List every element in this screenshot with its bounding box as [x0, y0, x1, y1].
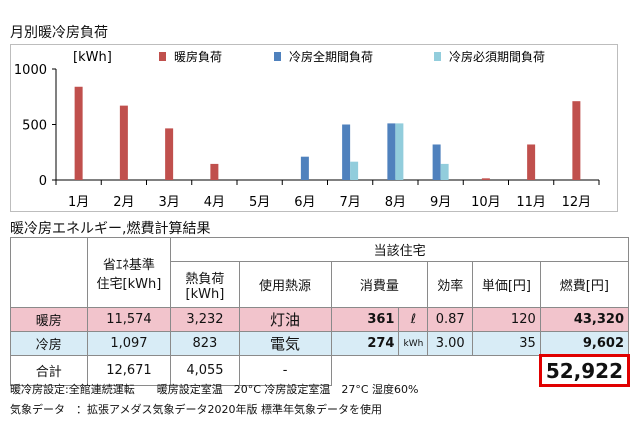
bar: [210, 163, 219, 180]
consumption-value: 361: [330, 307, 400, 332]
source-header: 使用熱源: [238, 261, 332, 308]
x-tick-label: 8月: [385, 195, 406, 210]
x-tick-label: 2月: [113, 195, 134, 210]
std-value: 11,574: [86, 307, 172, 332]
y-tick-label: 500: [22, 119, 47, 134]
table-row-cooling: 冷房 1,097 823 電気 274 kWh 3.00 35 9,602: [10, 331, 630, 356]
bar: [572, 101, 581, 180]
bar: [440, 163, 449, 180]
current-house-header: 当該住宅: [170, 237, 629, 262]
x-tick-label: 9月: [430, 195, 451, 210]
x-tick-label: 7月: [339, 195, 360, 210]
std-header-line2: 住宅[kWh]: [96, 276, 162, 292]
bar: [165, 128, 174, 180]
legend-label: 冷房必須期間負荷: [449, 49, 545, 64]
source-value: 電気: [238, 331, 332, 356]
unit-price-header: 単価[円]: [472, 261, 541, 308]
table-row-heating: 暖房 11,574 3,232 灯油 361 ℓ 0.87 120 43,320: [10, 307, 630, 332]
total-fuel-cost: 52,922: [538, 354, 630, 387]
footnote-settings: 暖冷房設定:全館連続運転 暖房設定室温 20°C 冷房設定室温 27°C 湿度6…: [10, 383, 419, 396]
consumption-value: 274: [330, 331, 400, 356]
x-tick-label: 5月: [249, 195, 270, 210]
legend-swatch: [434, 52, 441, 61]
x-tick-label: 4月: [204, 195, 225, 210]
y-axis-label: [kWh]: [73, 50, 112, 65]
bar: [395, 123, 404, 180]
heat-load-line2: [kWh]: [185, 286, 225, 302]
fuel-cost-value: 9,602: [539, 331, 630, 356]
bar: [74, 86, 83, 180]
unit-price-value: 120: [472, 307, 541, 332]
legend-swatch: [274, 52, 281, 61]
efficiency-header: 効率: [427, 261, 474, 308]
footnote-weather: 気象データ ：拡張アメダス気象データ2020年版 標準年気象データを使用: [10, 403, 382, 416]
fuel-cost-header: 燃費[円]: [539, 261, 630, 308]
x-tick-label: 10月: [471, 195, 501, 210]
monthly-load-chart: 0 500 1000 [kWh] 暖房負荷 冷房全期間負荷 冷房必須期間負荷 1月 2月 3月 4月…: [14, 49, 600, 210]
load-value: 4,055: [170, 355, 240, 386]
fuel-cost-value: 43,320: [539, 307, 630, 332]
row-label: 暖房: [10, 307, 88, 332]
load-value: 823: [170, 331, 240, 356]
heat-load-line1: 熱負荷: [185, 271, 225, 287]
table-title: 暖冷房エネルギー,燃費計算結果: [10, 221, 211, 237]
results-table: 省ｴﾈ基準 住宅[kWh] 当該住宅 熱負荷 [kWh] 使用熱源 消費量 効率…: [10, 237, 630, 387]
consumption-unit: ℓ: [398, 307, 429, 332]
y-tick-label: 0: [39, 174, 47, 189]
std-header: 省ｴﾈ基準 住宅[kWh]: [86, 237, 172, 308]
consumption-header: 消費量: [330, 261, 429, 308]
bar: [387, 123, 396, 180]
table-row-total: 合計 12,671 4,055 - 52,922: [10, 354, 630, 387]
x-tick-label: 1月: [68, 195, 89, 210]
bar: [432, 144, 441, 180]
unit-price-value: 35: [472, 331, 541, 356]
x-tick-label: 11月: [516, 195, 546, 210]
row-label: 合計: [10, 355, 88, 386]
bar: [481, 178, 490, 180]
bar: [300, 156, 309, 180]
std-value: 1,097: [86, 331, 172, 356]
std-header-line1: 省ｴﾈ基準: [102, 257, 155, 273]
legend-label: 暖房負荷: [174, 49, 222, 64]
source-value: -: [238, 355, 332, 386]
bar: [527, 144, 536, 180]
x-tick-label: 3月: [158, 195, 179, 210]
legend-swatch: [159, 52, 166, 61]
bar: [119, 105, 128, 180]
chart-frame: 0 500 1000 [kWh] 暖房負荷 冷房全期間負荷 冷房必須期間負荷 1月 2月 3月 4月…: [10, 44, 618, 212]
row-label: 冷房: [10, 331, 88, 356]
heat-load-header: 熱負荷 [kWh]: [170, 261, 240, 308]
bar: [350, 161, 359, 180]
efficiency-value: 3.00: [427, 331, 474, 356]
corner-cell: [10, 237, 88, 308]
bar: [342, 124, 351, 180]
x-tick-label: 12月: [562, 195, 592, 210]
load-value: 3,232: [170, 307, 240, 332]
consumption-unit: kWh: [398, 331, 429, 356]
efficiency-value: 0.87: [427, 307, 474, 332]
legend-label: 冷房全期間負荷: [289, 49, 373, 64]
source-value: 灯油: [238, 307, 332, 332]
empty-cell: [331, 355, 541, 386]
chart-title: 月別暖冷房負荷: [10, 25, 108, 41]
x-tick-label: 6月: [294, 195, 315, 210]
y-tick-label: 1000: [14, 63, 47, 78]
